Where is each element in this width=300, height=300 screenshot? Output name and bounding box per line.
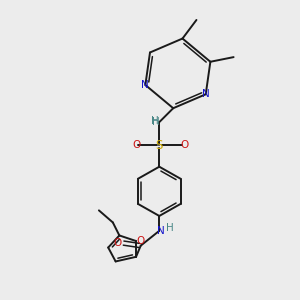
Text: O: O	[136, 236, 145, 246]
Text: H: H	[151, 116, 159, 126]
Text: O: O	[180, 140, 188, 150]
Text: N: N	[142, 80, 149, 90]
Text: N: N	[202, 89, 210, 99]
Text: O: O	[132, 140, 140, 150]
Text: O: O	[114, 238, 122, 248]
Text: H: H	[152, 117, 159, 127]
Text: S: S	[156, 139, 163, 152]
Text: H: H	[166, 224, 174, 233]
Text: N: N	[157, 226, 165, 236]
